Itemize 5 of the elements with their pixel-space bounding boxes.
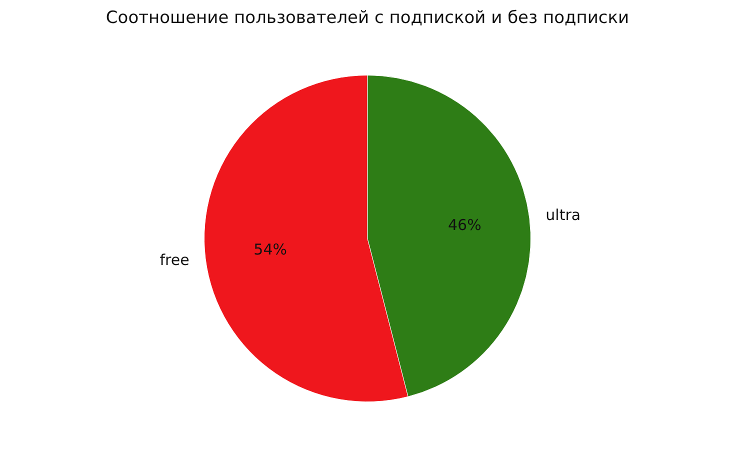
data-label: 54% (254, 240, 287, 259)
slice-label: ultra (546, 206, 581, 224)
chart-title: Соотношение пользователей с подпиской и без подписки (104, 8, 630, 28)
data-label: 46% (448, 216, 482, 234)
slice-label: free (160, 250, 190, 269)
